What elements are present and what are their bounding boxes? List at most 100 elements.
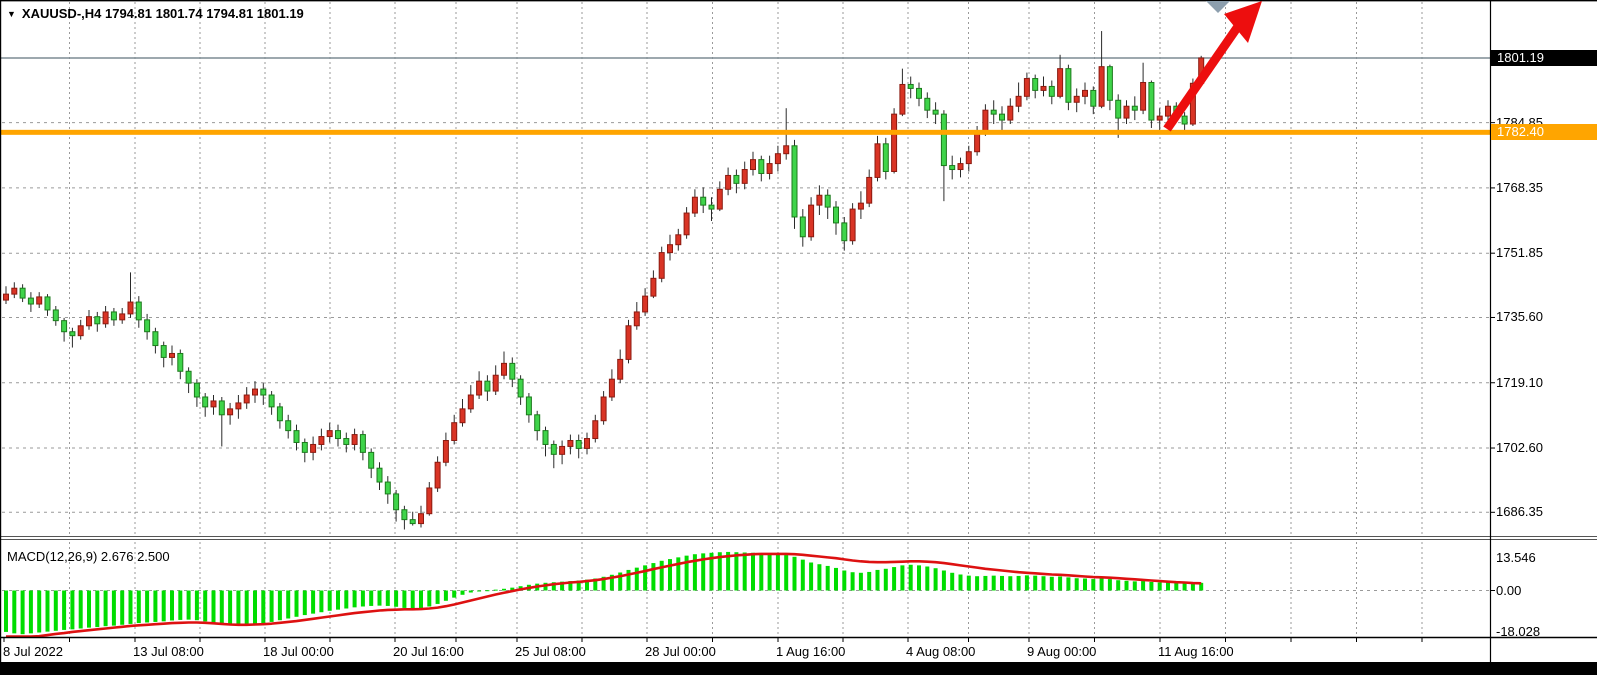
chart-shift-marker-icon [1206, 1, 1230, 13]
price-axis-label: 1719.10 [1496, 374, 1543, 390]
macd-histogram-bar [394, 590, 399, 607]
macd-histogram-bar [327, 590, 332, 611]
macd-histogram-bar [560, 581, 565, 591]
candle-body [1189, 82, 1196, 125]
candle-body [77, 325, 84, 337]
macd-histogram-bar [659, 560, 664, 591]
macd-histogram-bar [1049, 576, 1054, 591]
macd-histogram-bar [800, 559, 805, 591]
chart-title-text: XAUUSD-,H4 1794.81 1801.74 1794.81 1801.… [21, 6, 304, 21]
candle-body [733, 174, 740, 184]
macd-histogram-bar [269, 590, 274, 622]
candle-body [285, 420, 292, 432]
candle-body [476, 380, 483, 396]
candle-body [617, 358, 624, 380]
candle-body [135, 301, 142, 321]
macd-histogram-bar [958, 574, 963, 591]
candle-body [534, 414, 541, 432]
candle-body [783, 145, 790, 155]
price-axis-label: 1702.60 [1496, 440, 1543, 456]
candle-body [799, 216, 806, 238]
candle-body [982, 109, 989, 133]
candle-body [559, 445, 566, 455]
macd-histogram-bar [1016, 575, 1021, 591]
macd-histogram-bar [319, 590, 324, 613]
candle-body [3, 293, 9, 301]
candle-body [957, 163, 964, 171]
candle-body [949, 165, 956, 171]
macd-histogram-bar [186, 590, 191, 620]
macd-histogram-bar [286, 590, 291, 619]
candle-body [725, 174, 732, 190]
candle-body [368, 451, 375, 469]
macd-histogram-bar [211, 590, 216, 623]
candle-body [625, 325, 632, 360]
candle-body [384, 481, 391, 495]
candle-body [467, 394, 474, 410]
time-axis-label: 13 Jul 08:00 [133, 644, 204, 659]
macd-histogram-bar [609, 574, 614, 591]
macd-histogram-bar [170, 590, 174, 621]
candle-body [293, 430, 300, 443]
macd-histogram-bar [867, 571, 872, 591]
macd-histogram-bar [1157, 582, 1162, 591]
candle-body [658, 252, 665, 279]
macd-histogram-bar [717, 552, 722, 591]
time-axis[interactable]: 8 Jul 2022 13 Jul 08:00 18 Jul 00:00 20 Jul… [0, 638, 1490, 662]
trend-arrow-annotation[interactable] [1163, 19, 1245, 132]
price-axis[interactable]: 1784.85 1768.35 1751.85 1735.60 1719.10 1702.… [1491, 0, 1597, 662]
macd-histogram-bar [875, 569, 880, 591]
candle-body [824, 194, 831, 208]
macd-histogram-bar [900, 565, 905, 591]
candle-body [260, 388, 267, 396]
macd-histogram-bar [692, 554, 697, 591]
time-axis-label: 25 Jul 08:00 [515, 644, 586, 659]
candle-body [401, 509, 408, 521]
macd-histogram-bar [120, 590, 125, 625]
candle-body [899, 83, 906, 115]
candle-body [808, 204, 815, 238]
window-bottom-strip [0, 662, 1597, 675]
candle-body [833, 206, 839, 224]
candle-body [874, 143, 881, 178]
candle-body [667, 244, 673, 254]
candle-body [102, 311, 109, 325]
trend-arrow-head[interactable] [1224, 1, 1262, 43]
macd-histogram-bar [311, 590, 316, 614]
macd-histogram-bar [136, 590, 141, 624]
candle-body [11, 287, 18, 295]
candle-body [758, 159, 765, 174]
candle-body [517, 378, 524, 398]
candle-body [351, 434, 358, 445]
candle-body [119, 313, 126, 321]
candle-body [318, 436, 325, 445]
candle-body [999, 113, 1005, 121]
macd-histogram-bar [1008, 576, 1013, 591]
candle-body [750, 159, 756, 171]
macd-histogram-bar [460, 590, 465, 595]
macd-histogram-bar [228, 590, 233, 626]
macd-histogram-bar [1083, 578, 1087, 591]
macd-histogram-bar [443, 590, 448, 601]
time-axis-label: 8 Jul 2022 [3, 644, 63, 659]
macd-histogram-bar [634, 567, 639, 591]
candle-body [86, 316, 92, 327]
macd-histogram-bar [12, 590, 17, 634]
candle-body [310, 443, 317, 453]
candle-body [484, 380, 491, 392]
macd-histogram-bar [344, 590, 349, 609]
macd-histogram-bar [626, 569, 631, 591]
macd-histogram-bar [369, 590, 374, 606]
macd-histogram-bar [734, 552, 739, 591]
macd-histogram-bar [784, 555, 789, 591]
candle-body [1015, 95, 1022, 107]
macd-histogram-bar [892, 567, 897, 591]
macd-histogram-bar [585, 579, 589, 591]
candle-body [990, 109, 997, 115]
candle-body [335, 430, 341, 440]
candle-body [1065, 68, 1072, 103]
macd-axis-label: -18.028 [1496, 624, 1541, 639]
candle-body [235, 402, 242, 410]
candle-body [52, 309, 59, 322]
